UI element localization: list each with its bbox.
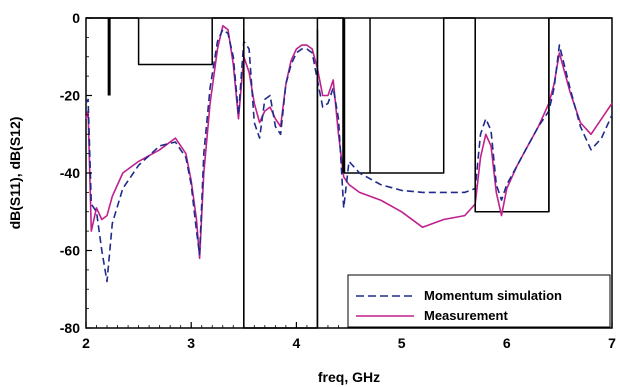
series-line-measurement	[85, 24, 613, 260]
y-tick-label: -20	[60, 88, 80, 104]
legend: Momentum simulation Measurement	[347, 274, 611, 328]
y-tick-label: -80	[60, 320, 80, 336]
x-tick-label: 7	[608, 335, 616, 351]
x-tick-label: 6	[503, 335, 511, 351]
x-tick-label: 5	[398, 335, 406, 351]
tick-layer: 2 3 4 5 6 7 0 -20 -40 -60 -80	[60, 10, 616, 351]
legend-label-measurement: Measurement	[424, 308, 508, 323]
plot-layer	[85, 17, 613, 329]
y-tick-label: 0	[72, 10, 80, 26]
legend-label-simulation: Momentum simulation	[424, 288, 562, 303]
x-tick-label: 2	[82, 335, 90, 351]
x-axis-label: freq, GHz	[318, 369, 380, 385]
x-tick-label: 4	[293, 335, 301, 351]
legend-box	[347, 274, 611, 328]
y-tick-label: -60	[60, 243, 80, 259]
x-tick-label: 3	[187, 335, 195, 351]
y-tick-label: -40	[60, 165, 80, 181]
series-line-simulation	[85, 28, 613, 283]
y-axis-label: dB(S11), dB(S12)	[7, 117, 23, 230]
